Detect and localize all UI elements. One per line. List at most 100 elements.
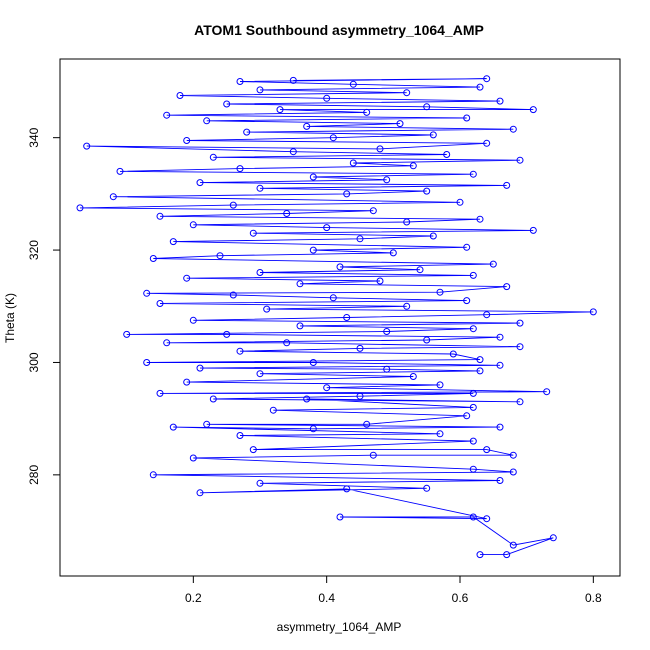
data-point: [343, 190, 351, 198]
data-point: [456, 198, 464, 206]
data-point: [509, 125, 517, 133]
data-point: [476, 215, 484, 223]
data-point: [249, 229, 257, 237]
data-point: [156, 212, 164, 220]
data-point: [429, 131, 437, 139]
data-point: [323, 94, 331, 102]
data-point: [463, 412, 471, 420]
data-point: [243, 128, 251, 136]
data-point: [263, 305, 271, 313]
data-point: [123, 330, 131, 338]
data-point: [423, 336, 431, 344]
y-axis: 280 300 320 340: [27, 127, 61, 485]
data-point: [309, 425, 317, 433]
y-tick-label: 280: [27, 465, 41, 485]
data-point: [143, 359, 151, 366]
chart-title: ATOM1 Southbound asymmetry_1064_AMP: [194, 22, 484, 38]
data-point: [516, 319, 524, 327]
data-point: [363, 420, 371, 428]
data-point: [189, 316, 197, 324]
data-point: [496, 361, 504, 369]
data-point: [109, 193, 117, 201]
data-point: [376, 277, 384, 285]
data-point: [356, 235, 364, 243]
data-point: [83, 142, 91, 150]
data-point: [196, 364, 204, 372]
x-tick-label: 0.2: [185, 591, 202, 605]
data-point: [436, 288, 444, 296]
x-tick-label: 0.6: [452, 591, 469, 605]
series-lines: [79, 78, 594, 556]
data-point: [156, 300, 164, 307]
data-point: [396, 120, 404, 128]
data-point: [236, 347, 244, 355]
x-axis: 0.2 0.4 0.6 0.8: [185, 575, 602, 605]
data-point: [463, 243, 471, 251]
data-point: [169, 423, 177, 431]
data-point: [156, 389, 164, 397]
data-point: [469, 271, 477, 279]
data-point: [589, 308, 597, 316]
data-point: [256, 184, 264, 192]
data-point: [249, 446, 257, 454]
data-point: [229, 201, 237, 209]
data-point: [516, 398, 524, 406]
data-point: [236, 78, 244, 85]
data-point: [283, 210, 291, 217]
data-point: [516, 343, 524, 351]
data-point: [296, 322, 304, 330]
data-point: [329, 294, 337, 302]
data-point: [469, 437, 477, 445]
data-point: [323, 384, 331, 392]
data-point: [116, 167, 124, 175]
data-point: [203, 117, 211, 125]
data-point: [256, 370, 264, 378]
data-point: [169, 238, 177, 246]
data-point: [196, 179, 204, 187]
data-point: [483, 446, 491, 454]
data-point: [363, 108, 371, 116]
y-tick-label: 340: [27, 127, 41, 147]
data-point: [329, 134, 337, 142]
y-axis-label: Theta (K): [3, 293, 17, 343]
data-point: [383, 365, 391, 373]
data-point: [423, 187, 431, 195]
data-point: [289, 76, 297, 84]
data-point: [309, 359, 317, 366]
data-point: [436, 381, 444, 389]
data-point: [216, 252, 224, 260]
data-point: [496, 97, 504, 105]
data-point: [309, 173, 317, 181]
data-point: [303, 122, 311, 130]
data-point: [503, 551, 511, 559]
data-point: [349, 80, 357, 88]
data-point: [469, 465, 477, 473]
data-point: [189, 454, 197, 462]
data-point: [196, 489, 204, 497]
data-point: [449, 350, 457, 358]
data-point: [269, 406, 277, 414]
data-point: [403, 302, 411, 310]
data-point: [76, 204, 84, 212]
data-point: [189, 221, 197, 229]
data-point: [403, 218, 411, 226]
series-line: [79, 78, 594, 556]
data-point: [309, 246, 317, 254]
data-point: [543, 388, 551, 396]
data-point: [423, 484, 431, 492]
data-point: [209, 153, 217, 161]
data-point: [429, 232, 437, 240]
data-point: [356, 344, 364, 352]
data-point: [509, 451, 517, 459]
data-point: [236, 165, 244, 173]
data-point: [469, 513, 477, 521]
data-point: [436, 430, 444, 438]
data-point: [163, 111, 171, 119]
data-point: [389, 249, 397, 257]
data-point: [529, 226, 537, 234]
data-point: [256, 269, 264, 276]
data-point: [469, 170, 477, 178]
data-point: [149, 471, 157, 479]
data-point: [356, 392, 364, 400]
